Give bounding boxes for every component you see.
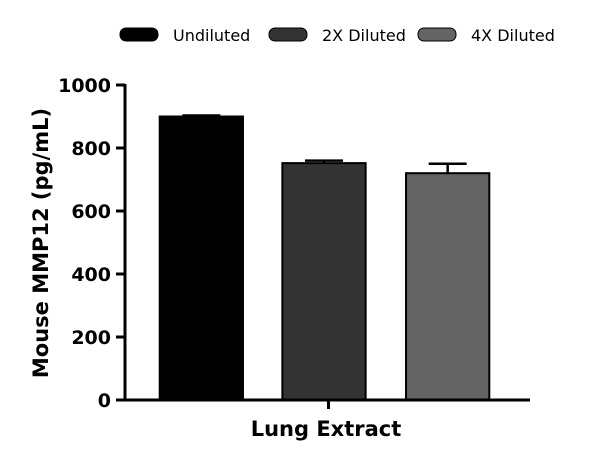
legend-swatch-1 [119, 27, 159, 42]
bars [158, 114, 491, 401]
legend-label-2: 2X Diluted [322, 26, 406, 45]
y-axis: 0 200 400 600 800 1000 [58, 75, 127, 412]
legend-label-1: Undiluted [173, 26, 250, 45]
x-axis-label: Lung Extract [251, 417, 402, 441]
legend-swatch-3 [417, 27, 457, 42]
y-axis-label: Mouse MMP12 (pg/mL) [29, 108, 53, 378]
bar-2x-diluted [281, 162, 367, 401]
y-tick-label: 0 [98, 390, 111, 412]
bar-4x-diluted [405, 172, 491, 401]
y-tick-label: 200 [71, 327, 111, 349]
legend-label-3: 4X Diluted [471, 26, 555, 45]
x-axis [123, 398, 530, 409]
y-tick-label: 1000 [58, 75, 111, 97]
y-tick-label: 800 [71, 138, 111, 160]
bar-undiluted [158, 115, 244, 401]
legend-swatch-2 [268, 27, 308, 42]
legend: Undiluted 2X Diluted 4X Diluted [119, 26, 555, 45]
y-tick-label: 400 [71, 264, 111, 286]
y-tick-label: 600 [71, 201, 111, 223]
